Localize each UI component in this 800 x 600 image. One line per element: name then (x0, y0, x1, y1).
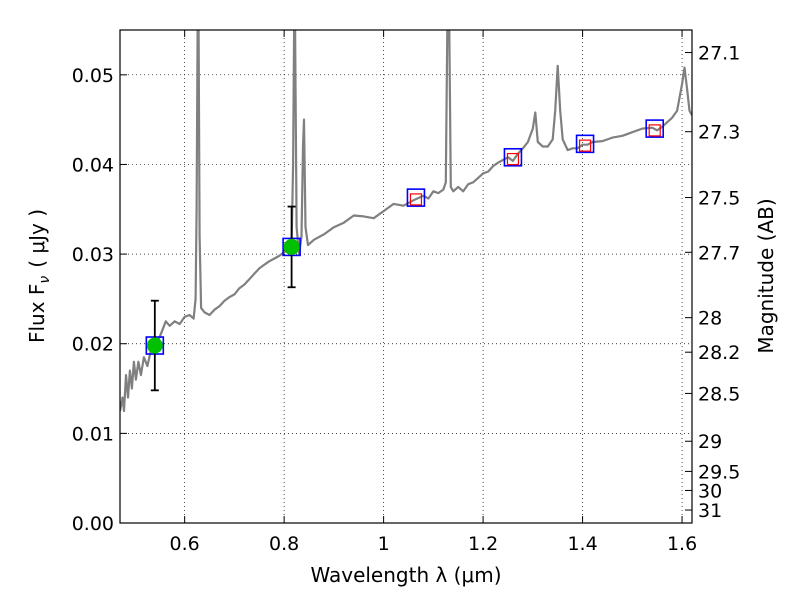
y2-tick-label: 27.7 (698, 242, 740, 264)
y2-tick-label: 27.3 (698, 122, 740, 144)
y2-axis-label: Magnitude (AB) (754, 198, 778, 353)
series-layer (120, 30, 692, 413)
y-axis-label: Flux Fν ( μJy ) (25, 209, 53, 343)
ticks-layer: 0.6 0.8 1 1.2 1.4 1.6 0.00 0.01 0.02 0.03 0.04 0.05… (72, 30, 740, 555)
y2-tick-label: 30 (698, 480, 722, 502)
model-photometry-box (406, 188, 426, 207)
upper-limit-marker (409, 193, 423, 206)
y-tick-label: 0.01 (72, 423, 114, 445)
upper-limit-marker (648, 124, 661, 137)
x-tick-label: 1.6 (667, 533, 697, 555)
model-photometry-box (575, 134, 595, 154)
spectrum-line (120, 30, 692, 413)
y2-tick-label: 28.5 (698, 383, 740, 405)
labels-layer: Wavelength λ (μm) Flux Fν ( μJy ) Magnitu… (25, 198, 778, 587)
points-layer (145, 119, 664, 392)
x-axis-label: Wavelength λ (μm) (310, 563, 501, 587)
x-tick-label: 0.8 (269, 533, 299, 555)
y-tick-label: 0.04 (72, 154, 114, 176)
y-axis-label-main: Flux F (25, 284, 49, 343)
upper-limit-marker (578, 139, 592, 152)
upper-limit-marker (506, 152, 520, 166)
observed-point (283, 238, 300, 255)
y-axis-label-unit: ( μJy ) (25, 209, 49, 268)
observed-point (146, 337, 163, 354)
y2-tick-label: 28 (698, 308, 722, 330)
x-tick-label: 1.4 (567, 533, 597, 555)
x-tick-label: 0.6 (170, 533, 200, 555)
y-axis-label-subscript: ν (37, 276, 53, 284)
x-tick-label: 1.2 (468, 533, 498, 555)
y2-tick-label: 29.5 (698, 461, 740, 483)
grid (120, 30, 692, 524)
plot-frame (119, 29, 693, 524)
y2-tick-label: 31 (698, 500, 722, 522)
x-tick-label: 1 (378, 533, 390, 555)
y2-tick-label: 27.1 (698, 43, 740, 65)
y2-tick-label: 27.5 (698, 188, 740, 210)
model-photometry-box (503, 147, 523, 167)
y2-tick-label: 28.2 (698, 342, 740, 364)
y-tick-label: 0.00 (72, 513, 114, 535)
y-tick-label: 0.05 (72, 65, 114, 87)
y-tick-label: 0.03 (72, 244, 114, 266)
y-tick-label: 0.02 (72, 334, 114, 356)
model-photometry-box (645, 119, 664, 138)
y2-tick-label: 29 (698, 431, 722, 453)
